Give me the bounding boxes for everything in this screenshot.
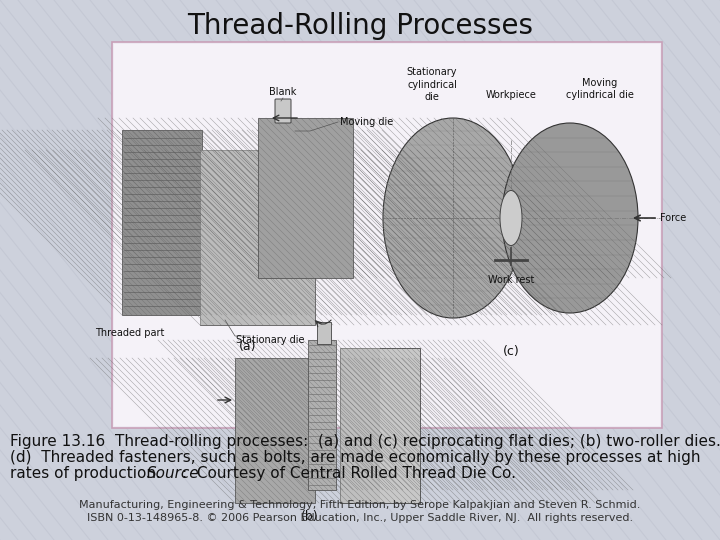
Bar bbox=[308, 340, 336, 490]
Ellipse shape bbox=[502, 123, 638, 313]
Text: Blank: Blank bbox=[269, 87, 297, 97]
Bar bbox=[122, 130, 202, 315]
Text: ISBN 0-13-148965-8. © 2006 Pearson Education, Inc., Upper Saddle River, NJ.  All: ISBN 0-13-148965-8. © 2006 Pearson Educa… bbox=[87, 513, 633, 523]
Bar bbox=[235, 358, 315, 503]
Text: Force: Force bbox=[660, 213, 686, 223]
Ellipse shape bbox=[383, 118, 523, 318]
Text: Source: Source bbox=[147, 466, 199, 481]
Bar bbox=[258, 118, 353, 278]
Text: Workpiece: Workpiece bbox=[485, 90, 536, 100]
Text: :  Courtesy of Central Rolled Thread Die Co.: : Courtesy of Central Rolled Thread Die … bbox=[182, 466, 516, 481]
Text: Moving
cylindrical die: Moving cylindrical die bbox=[566, 78, 634, 100]
Text: (a): (a) bbox=[239, 340, 257, 353]
Text: (b): (b) bbox=[301, 510, 319, 523]
Ellipse shape bbox=[500, 191, 522, 246]
Bar bbox=[200, 150, 315, 325]
FancyBboxPatch shape bbox=[114, 44, 660, 426]
Text: (d)  Threaded fasteners, such as bolts, are made economically by these processes: (d) Threaded fasteners, such as bolts, a… bbox=[10, 450, 701, 465]
Bar bbox=[200, 150, 315, 325]
Text: Work rest: Work rest bbox=[488, 275, 534, 285]
Text: Thread-Rolling Processes: Thread-Rolling Processes bbox=[187, 12, 533, 40]
Bar bbox=[340, 348, 420, 503]
Text: Stationary die: Stationary die bbox=[235, 335, 305, 345]
FancyBboxPatch shape bbox=[275, 99, 291, 123]
Text: rates of production.: rates of production. bbox=[10, 466, 176, 481]
Bar bbox=[340, 348, 380, 503]
Text: Manufacturing, Engineering & Technology, Fifth Edition, by Serope Kalpakjian and: Manufacturing, Engineering & Technology,… bbox=[79, 500, 641, 510]
Bar bbox=[317, 322, 331, 344]
Text: Moving die: Moving die bbox=[340, 117, 393, 127]
Text: Stationary
cylindrical
die: Stationary cylindrical die bbox=[407, 67, 457, 102]
FancyBboxPatch shape bbox=[112, 42, 662, 428]
Text: Figure 13.16  Thread-rolling processes:  (a) and (c) reciprocating flat dies; (b: Figure 13.16 Thread-rolling processes: (… bbox=[10, 434, 720, 449]
Text: Threaded part: Threaded part bbox=[95, 328, 165, 338]
Text: (c): (c) bbox=[503, 345, 519, 358]
